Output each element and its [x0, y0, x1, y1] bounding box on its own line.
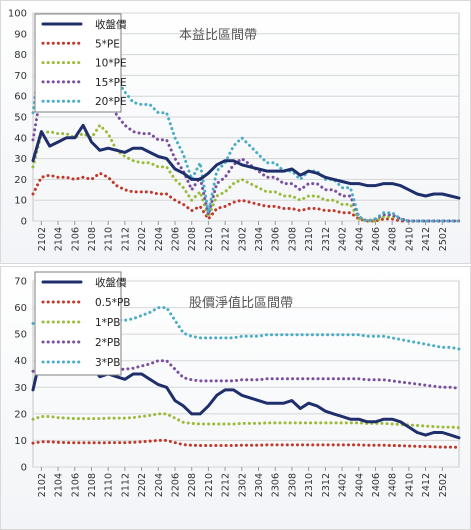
y-tick-label: 50	[14, 113, 27, 124]
x-tick-label: 2306	[271, 227, 282, 251]
x-tick-label: 2308	[287, 473, 298, 497]
chart-title: 本益比區間帶	[179, 28, 257, 43]
y-tick-label: 0	[21, 217, 27, 228]
y-tick-label: 60	[14, 303, 27, 314]
x-tick-label: 2404	[354, 473, 365, 497]
x-tick-label: 2110	[104, 227, 115, 251]
legend-label-1: 5*PE	[95, 38, 120, 50]
x-tick-label: 2312	[321, 227, 332, 251]
pb-band-chart: 0 10 20 30 40 50 60 70 2102 2104 2106 2108 2110 2112 2…	[14, 271, 461, 497]
x-tick-label: 2110	[104, 473, 115, 497]
series-line-4	[31, 28, 461, 223]
legend-label-0: 收盤價	[95, 18, 127, 31]
x-tick-label: 2304	[254, 227, 265, 251]
pe-band-chart: 0 10 20 30 40 50 60 70 80 90 100 2102 2104 2106 2108 21…	[8, 9, 461, 251]
series-line-1	[31, 438, 461, 449]
y-tick-label: 50	[14, 330, 27, 341]
x-tick-label: 2304	[254, 473, 265, 497]
x-tick-label: 2108	[87, 473, 98, 497]
pb-band-chart-panel: 0 10 20 30 40 50 60 70 2102 2104 2106 2108 2110 2112 2…	[0, 266, 471, 530]
x-tick-label: 2212	[221, 473, 232, 497]
y-tick-label: 40	[14, 356, 27, 367]
y-tick-label: 70	[14, 71, 27, 82]
y-tick-label: 70	[14, 277, 27, 288]
legend-label-3: 15*PE	[95, 77, 127, 89]
x-tick-label: 2108	[87, 227, 98, 251]
x-tick-label: 2408	[388, 227, 399, 251]
x-tick-label: 2206	[171, 473, 182, 497]
series-line-0	[31, 123, 461, 200]
y-tick-label: 60	[14, 92, 27, 103]
x-tick-label: 2104	[54, 227, 65, 251]
x-tick-label: 2306	[271, 473, 282, 497]
y-tick-label: 30	[14, 154, 27, 165]
y-tick-label: 100	[8, 9, 27, 20]
x-tick-label: 2204	[154, 227, 165, 251]
y-tick-label: 20	[14, 175, 27, 186]
series-line-3	[31, 76, 461, 223]
x-tick-label: 2102	[37, 227, 48, 251]
y-tick-label: 40	[14, 133, 27, 144]
x-tick-label: 2212	[221, 227, 232, 251]
x-tick-label: 2112	[120, 473, 131, 497]
x-tick-label: 2312	[321, 473, 332, 497]
x-tick-label: 2202	[137, 227, 148, 251]
x-tick-label: 2302	[237, 473, 248, 497]
x-tick-label: 2410	[404, 473, 415, 497]
y-tick-label: 20	[14, 409, 27, 420]
y-tick-label: 90	[14, 29, 27, 40]
x-tick-label: 2208	[187, 473, 198, 497]
x-tick-label: 2502	[438, 227, 449, 251]
x-tick-label: 2404	[354, 227, 365, 251]
legend-label-0: 收盤價	[95, 276, 127, 289]
x-tick-label: 2406	[371, 227, 382, 251]
x-tick-label: 2104	[54, 473, 65, 497]
x-tick-label: 2106	[70, 227, 81, 251]
x-tick-label: 2202	[137, 473, 148, 497]
x-tick-label: 2412	[421, 473, 432, 497]
x-tick-label: 2408	[388, 473, 399, 497]
x-tick-label: 2502	[438, 473, 449, 497]
x-tick-label: 2308	[287, 227, 298, 251]
chart-title: 股價淨值比區間帶	[189, 295, 293, 311]
x-tick-label: 2412	[421, 227, 432, 251]
y-tick-label: 10	[14, 196, 27, 207]
x-tick-label: 2406	[371, 473, 382, 497]
legend-label-4: 3*PB	[95, 357, 120, 369]
legend-label-4: 20*PE	[95, 96, 127, 108]
y-tick-label: 80	[14, 50, 27, 61]
series-line-2	[31, 412, 461, 430]
x-tick-label: 2310	[304, 473, 315, 497]
x-tick-label: 2102	[37, 473, 48, 497]
x-tick-label: 2302	[237, 227, 248, 251]
pe-band-chart-panel: 0 10 20 30 40 50 60 70 80 90 100 2102 2104 2106 2108 21…	[0, 0, 471, 264]
x-tick-label: 2210	[204, 473, 215, 497]
legend-label-2: 10*PE	[95, 58, 127, 70]
x-tick-label: 2112	[120, 227, 131, 251]
y-tick-label: 10	[14, 436, 27, 447]
x-tick-label: 2204	[154, 473, 165, 497]
y-tick-label: 0	[21, 463, 27, 474]
x-tick-label: 2106	[70, 473, 81, 497]
x-tick-label: 2210	[204, 227, 215, 251]
x-tick-label: 2206	[171, 227, 182, 251]
x-tick-label: 2310	[304, 227, 315, 251]
legend-label-1: 0.5*PB	[95, 297, 130, 309]
x-tick-label: 2410	[404, 227, 415, 251]
legend-label-2: 1*PB	[95, 317, 120, 329]
y-tick-label: 30	[14, 383, 27, 394]
legend-label-3: 2*PB	[95, 337, 120, 349]
legend-box	[34, 271, 122, 376]
x-tick-label: 2208	[187, 227, 198, 251]
series-line-1	[31, 171, 461, 223]
x-tick-label: 2402	[338, 473, 349, 497]
x-tick-label: 2402	[338, 227, 349, 251]
series-line-2	[31, 123, 461, 223]
